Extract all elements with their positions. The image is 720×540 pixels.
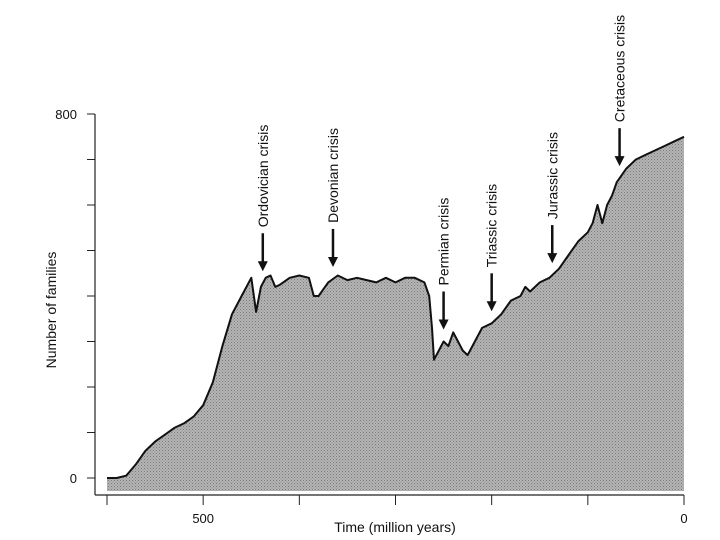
x-tick-label: 500 <box>192 511 214 526</box>
x-tick-label: 0 <box>680 511 687 526</box>
diversity-line <box>107 135 685 479</box>
crisis-arrow-head <box>547 253 558 264</box>
crisis-label: Jurassic crisis <box>544 132 560 219</box>
crisis-annotation: Permian crisis <box>436 198 452 330</box>
y-axis-title: Number of families <box>43 252 59 369</box>
crisis-annotation: Devonian crisis <box>325 128 341 267</box>
diversity-area <box>107 136 684 492</box>
annotation-layer: Ordovician crisis Devonian crisis Permian … <box>255 15 628 330</box>
crisis-label: Triassic crisis <box>484 184 500 267</box>
crisis-arrow-head <box>257 261 268 272</box>
x-axis-title: Time (million years) <box>334 519 456 535</box>
crisis-label: Cretaceous crisis <box>612 15 628 122</box>
crisis-label: Devonian crisis <box>325 128 341 223</box>
y-tick-label: 800 <box>55 107 77 122</box>
crisis-annotation: Triassic crisis <box>484 184 500 312</box>
crisis-annotation: Jurassic crisis <box>544 132 560 264</box>
crisis-label: Permian crisis <box>436 198 452 286</box>
crisis-arrow-head <box>327 256 338 267</box>
crisis-annotation: Ordovician crisis <box>255 125 271 272</box>
crisis-label: Ordovician crisis <box>255 125 271 228</box>
crisis-annotation: Cretaceous crisis <box>612 15 628 167</box>
axes-layer: 0 800 500 0 <box>55 107 687 526</box>
crisis-arrow-head <box>614 156 625 167</box>
crisis-arrow-head <box>486 301 497 312</box>
area-layer <box>107 135 685 492</box>
crisis-arrow-head <box>438 319 449 330</box>
y-tick-label: 0 <box>70 471 77 486</box>
